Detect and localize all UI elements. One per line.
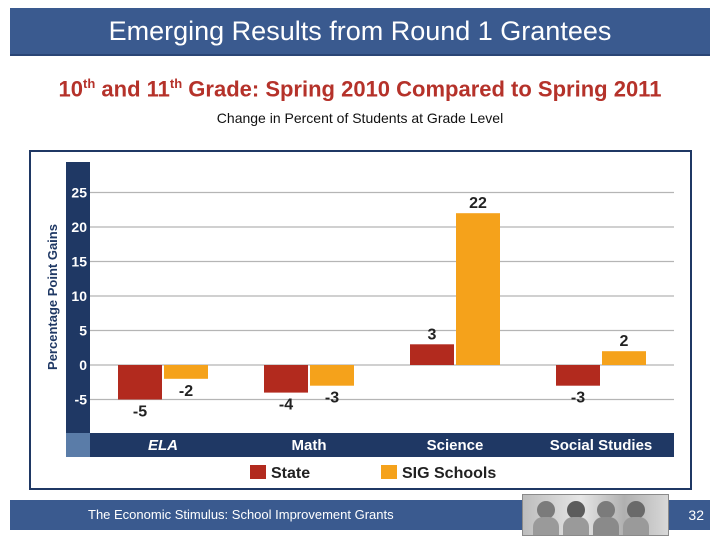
y-tick-label: -5 — [75, 392, 88, 408]
state-bar-math — [264, 365, 308, 393]
bar-chart: -5 0 5 10 15 20 25 Percentage Point Gains -5 -2 EL… — [45, 162, 674, 482]
y-tick-label: 5 — [79, 323, 87, 339]
subtitle-and: and — [95, 76, 147, 102]
data-label: -4 — [279, 397, 293, 414]
legend-swatch-sig-schools — [381, 465, 397, 479]
x-tick-label: Social Studies — [550, 437, 653, 454]
x-tick-label: ELA — [148, 437, 178, 454]
state-bar-social-studies — [556, 365, 600, 386]
data-label: 3 — [428, 326, 437, 343]
data-label: -3 — [571, 390, 585, 407]
sig-schools-bar-science — [456, 213, 500, 365]
page-number: 32 — [688, 507, 704, 523]
subtitle-sup-a: th — [83, 76, 96, 91]
subtitle-grade-a: 10 — [58, 76, 84, 102]
students-photo — [522, 494, 669, 536]
data-label: 2 — [620, 333, 629, 350]
data-label: -2 — [179, 383, 193, 400]
y-axis-label: Percentage Point Gains — [45, 224, 60, 370]
y-tick-label: 10 — [71, 288, 87, 304]
legend-swatch-state — [250, 465, 266, 479]
data-label: 22 — [469, 195, 487, 212]
axis-corner — [66, 433, 90, 457]
data-label: -5 — [133, 404, 147, 421]
y-tick-label: 25 — [71, 185, 87, 201]
slide-title: Emerging Results from Round 1 Grantees — [108, 15, 612, 46]
sig-schools-bar-math — [310, 365, 354, 386]
state-bar-science — [410, 344, 454, 365]
footer-bar: The Economic Stimulus: School Improvemen… — [10, 494, 710, 536]
footer-text: The Economic Stimulus: School Improvemen… — [88, 507, 394, 522]
subtitle-grade-b: 11 — [146, 76, 170, 102]
title-bar: Emerging Results from Round 1 Grantees — [10, 8, 710, 56]
state-bar-ela — [118, 365, 162, 400]
x-tick-label: Math — [292, 437, 327, 454]
sig-schools-bar-social-studies — [602, 351, 646, 365]
data-label: -3 — [325, 390, 339, 407]
legend-label: State — [271, 465, 310, 482]
category-band — [90, 433, 674, 457]
chart-frame: -5 0 5 10 15 20 25 Percentage Point Gains -5 -2 EL… — [29, 150, 692, 490]
y-tick-label: 0 — [79, 357, 87, 373]
x-tick-label: Science — [427, 437, 484, 454]
y-axis-band — [66, 162, 90, 433]
sig-schools-bar-ela — [164, 365, 208, 379]
subtitle-sup-b: th — [169, 76, 183, 91]
subtitle-rest: Grade: Spring 2010 Compared to Spring 20… — [182, 76, 662, 102]
y-tick-label: 15 — [71, 254, 87, 270]
slide-subtitle: 10th and 11th Grade: Spring 2010 Compare… — [0, 76, 720, 102]
legend-label: SIG Schools — [402, 465, 496, 482]
y-tick-label: 20 — [71, 219, 87, 235]
chart-caption: Change in Percent of Students at Grade L… — [216, 110, 504, 126]
